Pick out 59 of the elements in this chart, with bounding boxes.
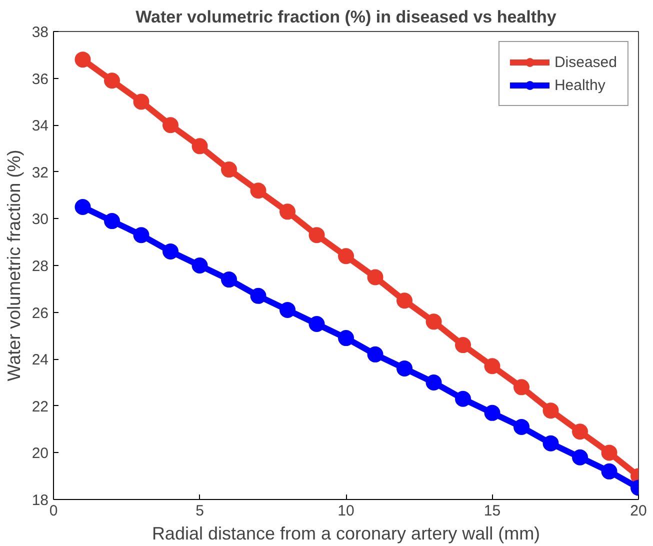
point (74, 199, 91, 215)
point (426, 374, 442, 390)
y-tick-label: 22 (32, 398, 49, 416)
x-tick-label: 0 (49, 502, 58, 520)
point (338, 330, 354, 346)
chart-title: Water volumetric fraction (%) in diseased vs healthy (136, 8, 557, 26)
point (426, 314, 442, 330)
point (133, 94, 150, 110)
point (221, 272, 237, 288)
point (280, 302, 296, 318)
point (601, 463, 618, 480)
y-tick-label: 18 (32, 492, 49, 509)
point (396, 360, 412, 376)
point (250, 182, 266, 199)
point (367, 269, 384, 286)
y-tick-label: 38 (32, 24, 49, 41)
point (572, 449, 588, 466)
legend-label: Healthy (554, 76, 606, 94)
point (514, 379, 530, 396)
y-tick-label: 34 (32, 118, 49, 135)
x-tick-label: 20 (630, 502, 647, 520)
point (192, 138, 208, 154)
x-axis-title: Radial distance from a coronary artery wall (mm) (152, 524, 540, 544)
x-tick-label: 10 (338, 502, 354, 520)
y-tick-label: 28 (32, 258, 49, 275)
point (484, 358, 500, 374)
point (308, 316, 325, 332)
point (133, 227, 150, 244)
point (367, 346, 384, 362)
point (104, 72, 120, 89)
point (221, 162, 237, 178)
point (162, 117, 178, 134)
point (396, 292, 412, 309)
point (308, 227, 325, 244)
point (542, 435, 559, 452)
point (338, 248, 354, 264)
point (250, 288, 266, 304)
point (455, 390, 471, 407)
point (484, 404, 500, 421)
point (455, 337, 471, 354)
y-tick-label: 36 (32, 70, 49, 88)
point (601, 444, 618, 461)
point (542, 402, 559, 419)
point (162, 243, 178, 260)
x-tick-label: 15 (484, 502, 501, 520)
point (572, 424, 588, 440)
point (192, 258, 208, 274)
y-axis-title: Water volumetric fraction (%) (4, 150, 24, 382)
y-tick-label: 26 (32, 304, 49, 322)
point (74, 52, 91, 68)
x-tick-label: 5 (196, 502, 204, 520)
point (104, 213, 120, 230)
y-tick-label: 24 (32, 352, 49, 369)
y-tick-label: 32 (32, 164, 49, 182)
y-tick-label: 30 (32, 211, 49, 228)
point (280, 204, 296, 220)
legend-label: Diseased (554, 54, 617, 70)
y-tick-label: 20 (32, 445, 49, 462)
point (514, 418, 530, 435)
